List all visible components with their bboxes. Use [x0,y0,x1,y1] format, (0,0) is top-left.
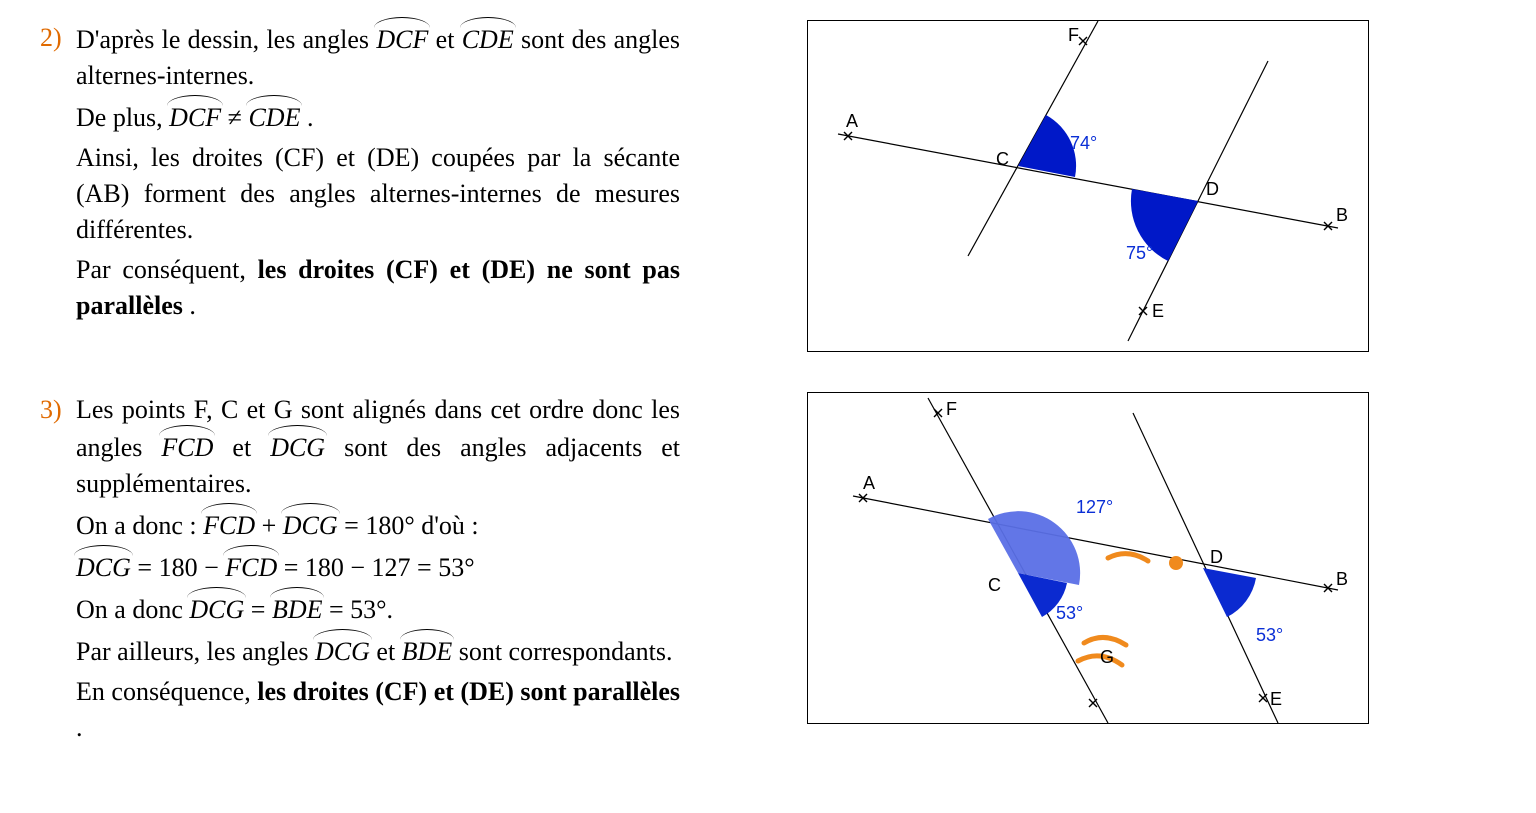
angle-DCF: DCF [376,20,428,58]
angle-CDE: CDE [248,98,300,136]
label-C: C [996,149,1009,169]
q3-p4: On a donc DCG = BDE = 53°. [76,590,680,628]
q3-number: 3) [40,392,76,428]
q2-p4: Par conséquent, les droites (CF) et (DE)… [76,252,680,324]
orange-dot [1169,556,1183,570]
label-G: G [1100,647,1114,667]
angle-FCD: FCD [225,548,277,586]
angle-D53-label: 53° [1256,625,1283,645]
q3-p3: DCG = 180 − FCD = 180 − 127 = 53° [76,548,680,586]
angle-C127-label: 127° [1076,497,1113,517]
txt: = 180 − [137,553,225,582]
angle-C53-label: 53° [1056,603,1083,623]
q3-body: Les points F, C et G sont alignés dans c… [76,392,680,750]
q3-figure: A B C D F G E 127° 53° 53° [807,392,1369,724]
angle-DCG: DCG [189,590,244,628]
txt: . [307,103,314,132]
q3-p5: Par ailleurs, les angles DCG et BDE sont… [76,632,680,670]
ticks [859,409,1332,707]
txt: Par conséquent, [76,255,258,284]
txt: On a donc : [76,511,203,540]
angle-D-label: 75° [1126,243,1153,263]
line-DE [1133,413,1278,723]
q3-figure-col: A B C D F G E 127° 53° 53° [680,392,1496,724]
angle-fill-D53 [1203,568,1256,617]
q2-p2: De plus, DCF ≠ CDE . [76,98,680,136]
txt: . [76,713,83,742]
angle-DCF: DCF [169,98,221,136]
txt: ≠ [228,103,249,132]
q2-figure: A B C D F E 74° 75° [807,20,1369,352]
txt: On a donc [76,595,189,624]
q2-p3: Ainsi, les droites (CF) et (DE) coupées … [76,140,680,248]
angle-fill-C127 [988,511,1080,585]
angle-BDE: BDE [272,590,323,628]
txt: et [232,433,270,462]
q2-figure-col: A B C D F E 74° 75° [680,20,1496,352]
angle-DCG: DCG [270,428,325,466]
label-A: A [863,473,875,493]
q2-svg: A B C D F E 74° 75° [808,21,1368,351]
txt: = [251,595,272,624]
angle-FCD: FCD [161,428,213,466]
txt: et [376,637,401,666]
label-C: C [988,575,1001,595]
angle-DCG: DCG [76,548,131,586]
txt: sont correspondants. [459,637,673,666]
angle-DCG: DCG [283,506,338,544]
label-F: F [1068,25,1079,45]
txt: + [262,511,283,540]
label-E: E [1270,689,1282,709]
angle-BDE: BDE [402,632,453,670]
txt: et [436,25,462,54]
angle-fill-C [1018,115,1076,177]
q3-text: 3) Les points F, C et G sont alignés dan… [40,392,680,750]
q2-text: 2) D'après le dessin, les angles DCF et … [40,20,680,328]
label-A: A [846,111,858,131]
angle-DCG: DCG [315,632,370,670]
q3-svg: A B C D F G E 127° 53° 53° [808,393,1368,723]
q3-conclusion: les droites (CF) et (DE) sont parallèles [257,677,680,706]
label-B: B [1336,569,1348,589]
txt: . [189,291,196,320]
page: 2) D'après le dessin, les angles DCF et … [0,0,1536,813]
q2-p1: D'après le dessin, les angles DCF et CDE… [76,20,680,94]
angle-FCD: FCD [203,506,255,544]
label-B: B [1336,205,1348,225]
txt: = 180 − 127 = 53° [284,553,475,582]
q2-number: 2) [40,20,76,56]
txt: = 53°. [329,595,393,624]
txt: Par ailleurs, les angles [76,637,315,666]
q2-body: D'après le dessin, les angles DCF et CDE… [76,20,680,328]
row-q2: 2) D'après le dessin, les angles DCF et … [40,20,1496,352]
label-D: D [1210,547,1223,567]
label-D: D [1206,179,1219,199]
row-q3: 3) Les points F, C et G sont alignés dan… [40,392,1496,750]
txt: D'après le dessin, les angles [76,25,376,54]
angle-C-label: 74° [1070,133,1097,153]
angle-CDE: CDE [462,20,514,58]
label-E: E [1152,301,1164,321]
q3-p2: On a donc : FCD + DCG = 180° d'où : [76,506,680,544]
q3-p1: Les points F, C et G sont alignés dans c… [76,392,680,502]
label-F: F [946,399,957,419]
txt: De plus, [76,103,169,132]
txt: = 180° d'où : [344,511,478,540]
txt: En conséquence, [76,677,257,706]
q3-p6: En conséquence, les droites (CF) et (DE)… [76,674,680,746]
